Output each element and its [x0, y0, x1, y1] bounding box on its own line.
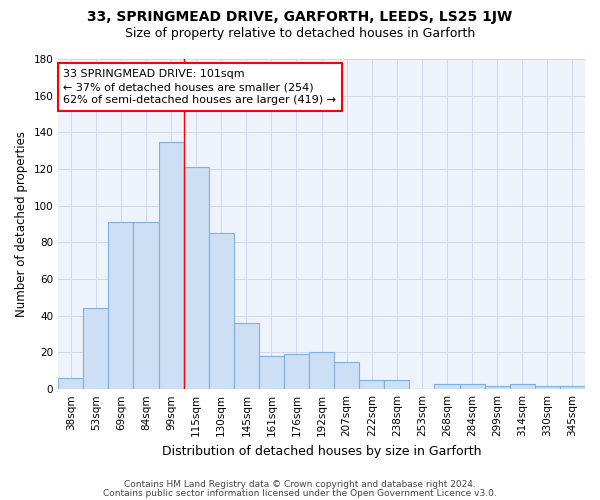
Bar [485, 386, 510, 389]
Bar [434, 384, 460, 389]
Bar [560, 386, 585, 389]
Bar [334, 362, 359, 389]
Bar [510, 384, 535, 389]
Text: Contains public sector information licensed under the Open Government Licence v3: Contains public sector information licen… [103, 488, 497, 498]
Bar [83, 308, 109, 389]
Bar [535, 386, 560, 389]
Y-axis label: Number of detached properties: Number of detached properties [15, 131, 28, 317]
Bar [209, 234, 234, 389]
Bar [184, 167, 209, 389]
Text: 33 SPRINGMEAD DRIVE: 101sqm
← 37% of detached houses are smaller (254)
62% of se: 33 SPRINGMEAD DRIVE: 101sqm ← 37% of det… [64, 69, 337, 106]
Text: Contains HM Land Registry data © Crown copyright and database right 2024.: Contains HM Land Registry data © Crown c… [124, 480, 476, 489]
Bar [158, 142, 184, 389]
Bar [234, 323, 259, 389]
Bar [109, 222, 133, 389]
Bar [460, 384, 485, 389]
Bar [385, 380, 409, 389]
Bar [58, 378, 83, 389]
Bar [133, 222, 158, 389]
Text: 33, SPRINGMEAD DRIVE, GARFORTH, LEEDS, LS25 1JW: 33, SPRINGMEAD DRIVE, GARFORTH, LEEDS, L… [88, 10, 512, 24]
Text: Size of property relative to detached houses in Garforth: Size of property relative to detached ho… [125, 28, 475, 40]
Bar [309, 352, 334, 389]
Bar [359, 380, 385, 389]
Bar [284, 354, 309, 389]
X-axis label: Distribution of detached houses by size in Garforth: Distribution of detached houses by size … [162, 444, 481, 458]
Bar [259, 356, 284, 389]
